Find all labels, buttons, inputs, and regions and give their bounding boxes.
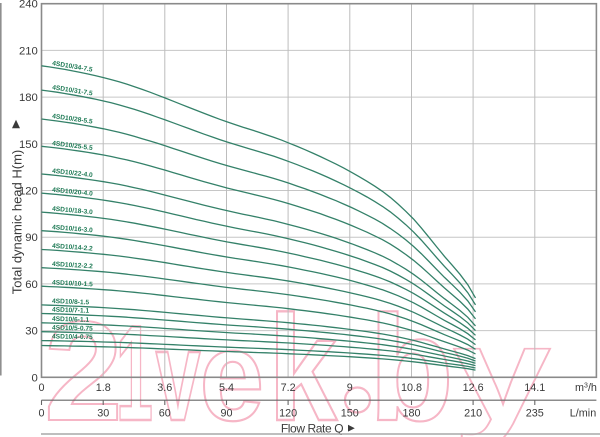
- svg-text:4SD10/8-1.5: 4SD10/8-1.5: [52, 298, 90, 306]
- svg-text:210: 210: [464, 408, 482, 420]
- svg-text:10.8: 10.8: [401, 382, 422, 394]
- svg-text:150: 150: [19, 139, 38, 151]
- svg-text:1: 1: [116, 297, 153, 437]
- svg-text:210: 210: [19, 45, 38, 57]
- svg-text:4SD10/16-3.0: 4SD10/16-3.0: [52, 224, 93, 234]
- svg-text:4SD10/18-3.0: 4SD10/18-3.0: [52, 206, 93, 217]
- svg-text:120: 120: [279, 408, 297, 420]
- svg-text:4SD10/6-1.1: 4SD10/6-1.1: [52, 316, 90, 324]
- svg-text:235: 235: [526, 408, 544, 420]
- svg-text:30: 30: [25, 326, 38, 338]
- svg-text:240: 240: [19, 0, 38, 11]
- svg-text:180: 180: [19, 92, 38, 104]
- svg-text:60: 60: [159, 408, 171, 420]
- svg-text:9: 9: [347, 382, 353, 394]
- svg-text:3.6: 3.6: [157, 382, 172, 394]
- svg-text:4SD10/5-0.75: 4SD10/5-0.75: [52, 325, 93, 333]
- svg-text:m3/h: m3/h: [575, 382, 597, 394]
- svg-text:150: 150: [341, 408, 359, 420]
- svg-text:4SD10/20-4.0: 4SD10/20-4.0: [52, 187, 94, 198]
- svg-text:0: 0: [38, 382, 44, 394]
- svg-text:0: 0: [38, 408, 44, 420]
- svg-text:180: 180: [402, 408, 420, 420]
- svg-text:4SD10/12-2.2: 4SD10/12-2.2: [52, 261, 93, 270]
- svg-text:90: 90: [220, 408, 232, 420]
- svg-text:60: 60: [25, 279, 38, 291]
- svg-text:5.4: 5.4: [219, 382, 234, 394]
- svg-text:4SD10/22-4.0: 4SD10/22-4.0: [52, 168, 94, 179]
- svg-text:Total dynamic head H(m): Total dynamic head H(m): [10, 150, 25, 295]
- svg-text:4SD10/10-1.5: 4SD10/10-1.5: [52, 279, 93, 288]
- svg-text:v: v: [156, 304, 201, 437]
- svg-text:120: 120: [19, 186, 38, 198]
- svg-text:4SD10/4-0.75: 4SD10/4-0.75: [52, 333, 93, 341]
- svg-text:90: 90: [25, 232, 38, 244]
- svg-text:1.8: 1.8: [96, 382, 111, 394]
- svg-text:4SD10/14-2.2: 4SD10/14-2.2: [52, 243, 93, 253]
- svg-text:30: 30: [97, 408, 109, 420]
- svg-text:L/min: L/min: [570, 408, 596, 420]
- svg-text:Flow Rate Q: Flow Rate Q: [281, 421, 343, 435]
- svg-text:14.1: 14.1: [524, 382, 545, 394]
- svg-text:0: 0: [32, 372, 38, 384]
- svg-text:12.6: 12.6: [463, 382, 484, 394]
- svg-text:4SD10/7-1.1: 4SD10/7-1.1: [52, 307, 90, 315]
- svg-text:7.2: 7.2: [281, 382, 296, 394]
